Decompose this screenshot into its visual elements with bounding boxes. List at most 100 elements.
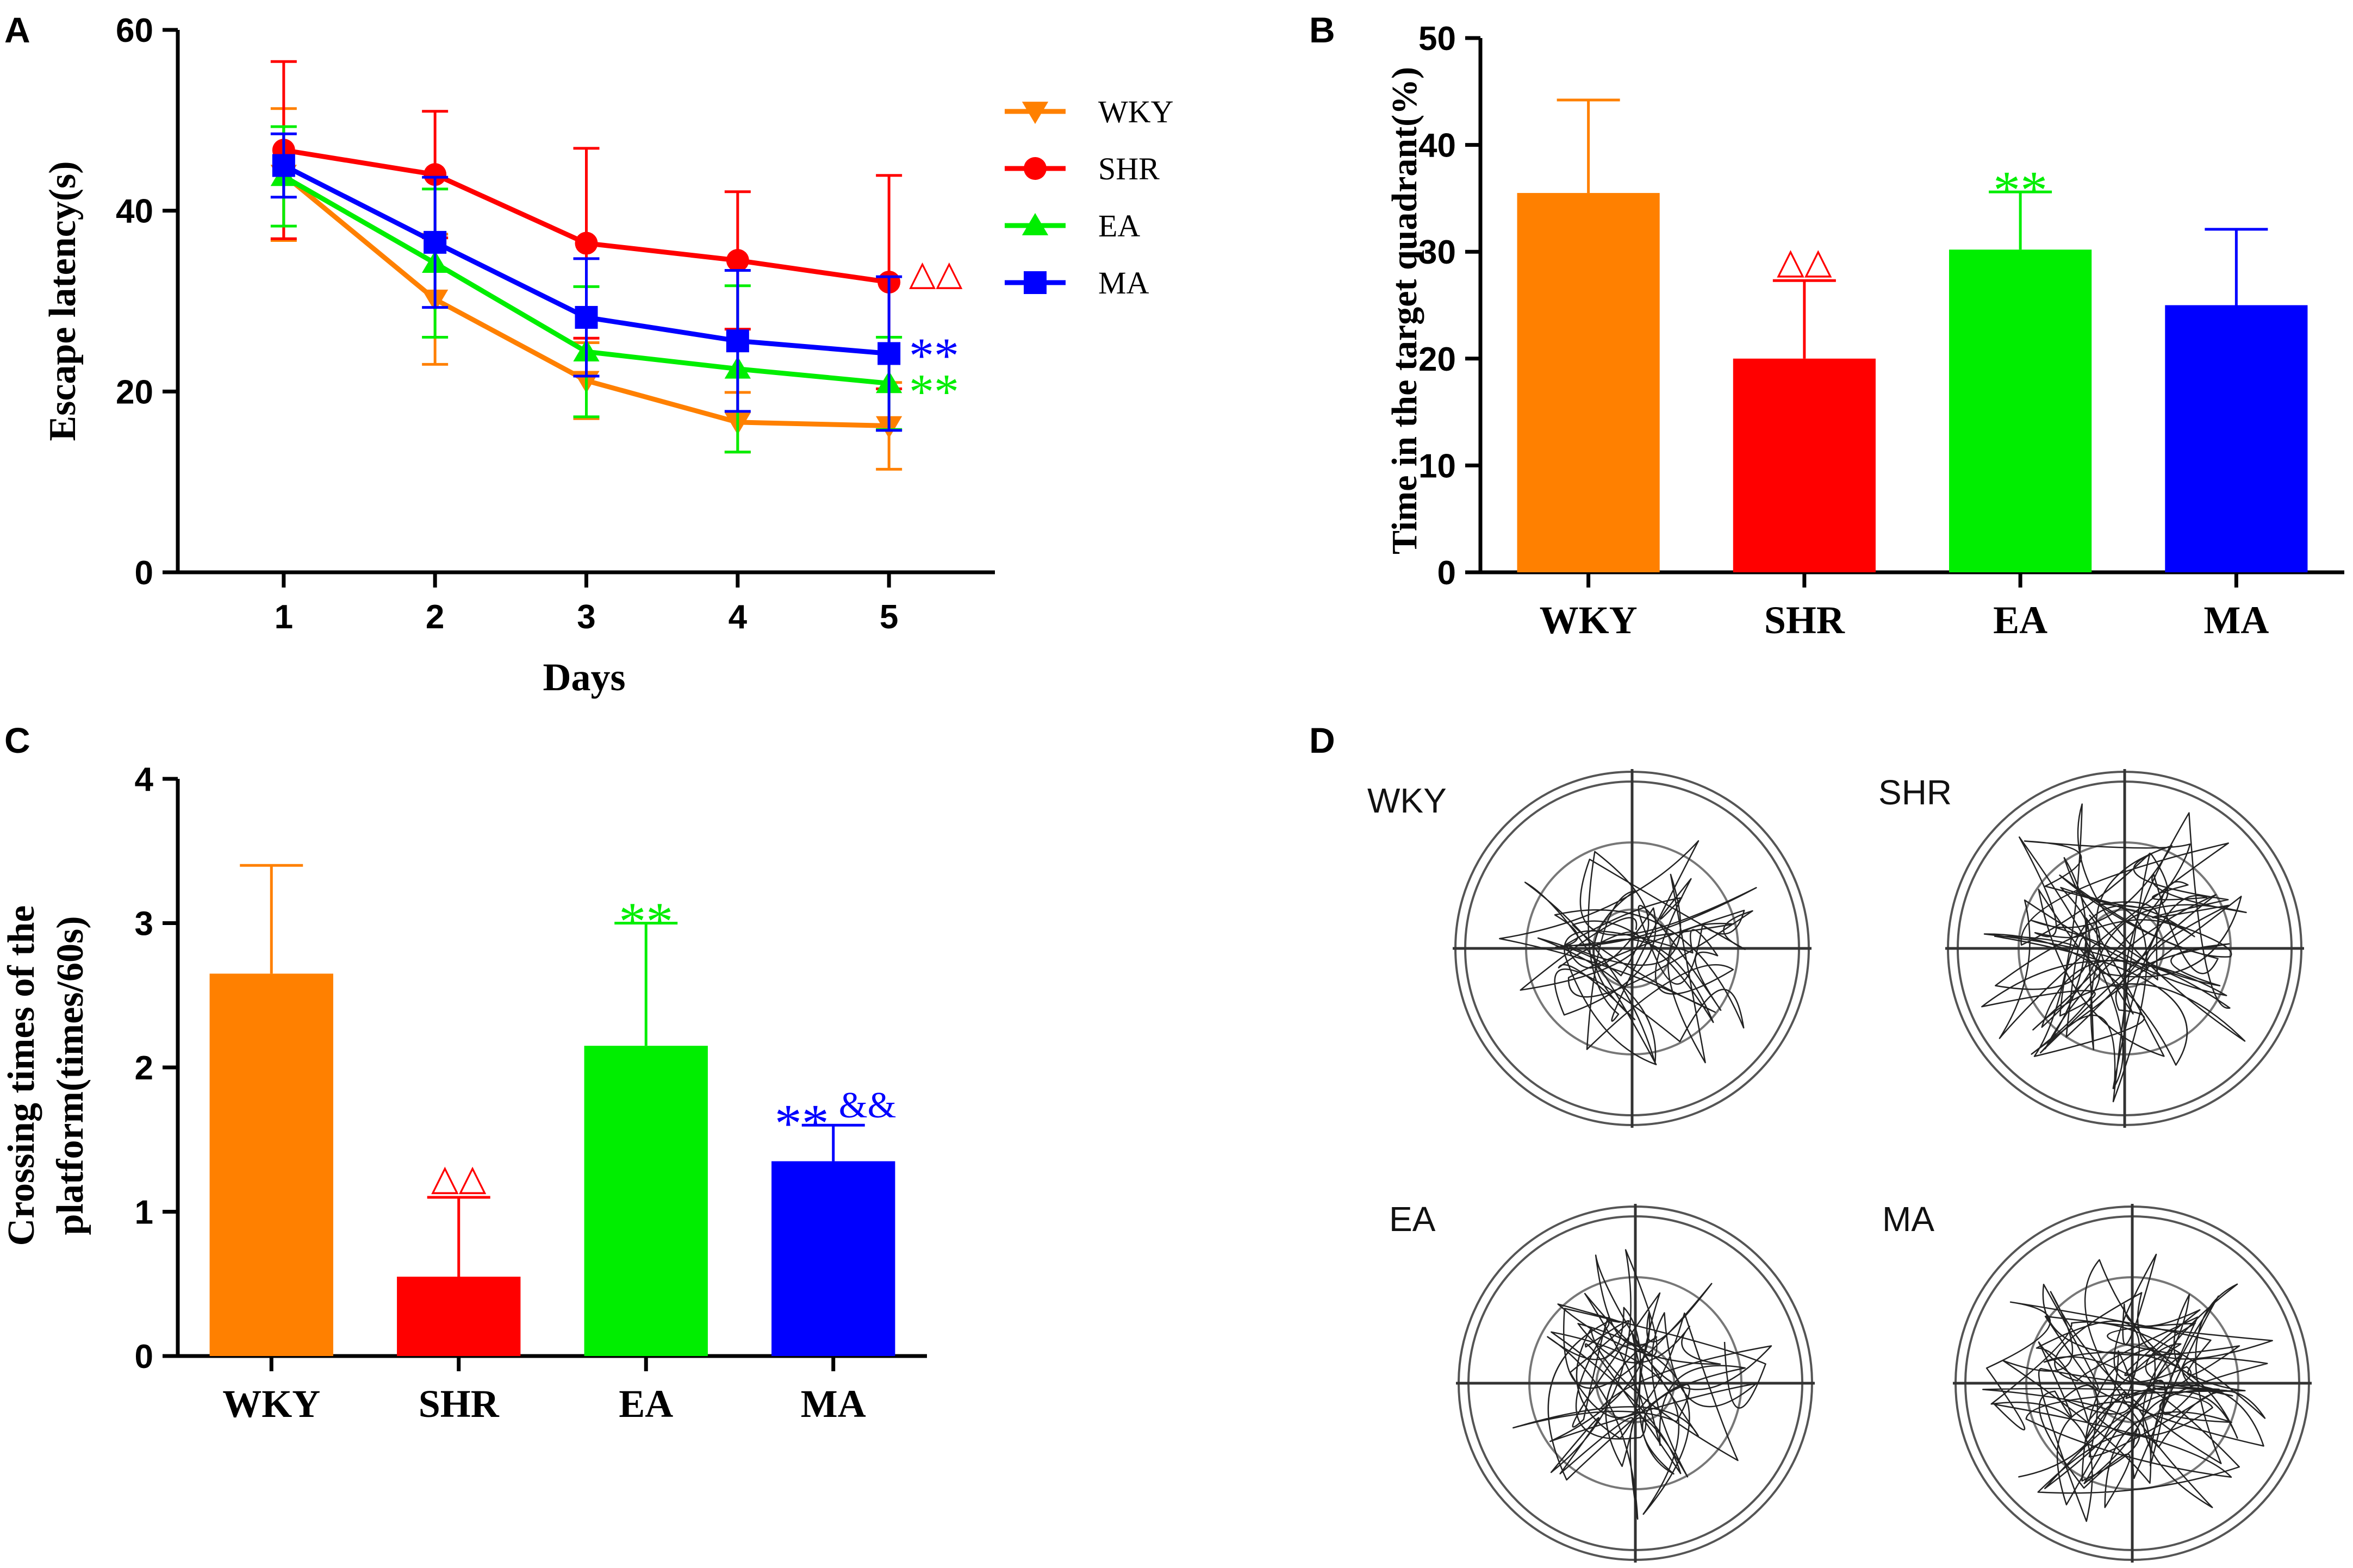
panel-d-swim-paths: WKY SHR EA MA — [1367, 769, 2312, 1563]
bar-wky — [1517, 193, 1660, 572]
data-point — [575, 232, 598, 255]
y-axis-title-line-1: Crossing times of the — [1, 905, 42, 1246]
panel-b-bar-chart: 0 10 20 30 40 50 WKY SHR EA MA △△ ** Time in the tar… — [1385, 20, 2344, 642]
y-tick-label: 4 — [135, 761, 154, 798]
data-point — [575, 305, 598, 329]
bar-group-ea — [584, 922, 708, 1356]
bar-group-ma — [2165, 228, 2308, 572]
significance-mark: ** — [775, 1093, 829, 1153]
y-tick-label: 40 — [1418, 127, 1456, 165]
panel-a-line-chart: 0 20 40 60 1 2 3 4 5 Days Escape latency(s) WKY SHR E… — [42, 12, 1174, 699]
data-point — [726, 329, 749, 353]
y-tick-label: 2 — [135, 1050, 153, 1087]
x-tick-label: SHR — [1764, 598, 1845, 642]
legend-marker — [1022, 213, 1049, 235]
y-axis-title: Time in the target quadrant(%) — [1385, 67, 1424, 554]
swim-label-wky: WKY — [1367, 781, 1447, 820]
y-tick-label: 3 — [135, 905, 153, 943]
significance-mark: ** — [909, 364, 959, 420]
legend-marker — [1024, 157, 1047, 180]
panel-letter-c: C — [4, 720, 30, 760]
panel-letter-b: B — [1309, 10, 1335, 50]
x-tick-label: SHR — [419, 1382, 500, 1426]
swim-label-shr: SHR — [1878, 773, 1952, 812]
legend-label: SHR — [1098, 151, 1160, 186]
swim-label-ea: EA — [1389, 1200, 1436, 1239]
data-point — [726, 249, 749, 272]
bar-group-shr — [1733, 279, 1876, 572]
x-tick-label: EA — [619, 1382, 673, 1426]
y-axis-title-line-2: platform(times/60s) — [49, 916, 91, 1235]
data-point — [877, 342, 901, 365]
bar-group-ma — [771, 1123, 895, 1356]
bar-shr — [397, 1276, 521, 1356]
series-ma — [270, 132, 902, 432]
bar-ea — [584, 1046, 708, 1356]
data-point — [424, 230, 447, 254]
y-tick-label: 60 — [116, 12, 153, 49]
data-point — [272, 154, 295, 177]
significance-mark: && — [839, 1084, 897, 1126]
legend-label: EA — [1098, 208, 1140, 243]
swim-path-ma — [1953, 1204, 2312, 1563]
legend-marker — [1022, 102, 1049, 124]
legend-entry-shr: SHR — [1005, 151, 1160, 186]
bar-ma — [771, 1161, 895, 1356]
legend-label: MA — [1098, 265, 1149, 301]
y-tick-label: 50 — [1418, 20, 1456, 58]
significance-mark: ** — [909, 328, 959, 383]
x-tick-label: 2 — [426, 598, 444, 636]
swim-trajectory — [1512, 1249, 1772, 1520]
significance-mark: ** — [619, 891, 673, 952]
swim-trajectory — [1982, 1253, 2273, 1522]
y-tick-label: 0 — [135, 554, 153, 592]
significance-mark: △△ — [909, 253, 963, 292]
y-tick-label: 20 — [1418, 341, 1456, 378]
data-point — [424, 163, 447, 186]
x-tick-label: MA — [801, 1382, 866, 1426]
x-tick-label: MA — [2203, 598, 2269, 642]
y-tick-label: 10 — [1418, 447, 1456, 485]
swim-path-wky — [1453, 769, 1812, 1128]
legend-label: WKY — [1098, 94, 1174, 129]
y-tick-label: 0 — [135, 1338, 153, 1376]
x-tick-label: 3 — [577, 598, 595, 636]
x-tick-label: 5 — [880, 598, 898, 636]
legend-entry-ma: MA — [1005, 265, 1149, 301]
y-tick-label: 1 — [135, 1194, 153, 1232]
legend-marker — [1024, 271, 1047, 294]
panel-letter-a: A — [4, 10, 30, 50]
swim-path-ea — [1456, 1204, 1815, 1563]
significance-mark: ** — [1993, 160, 2047, 220]
y-tick-label: 30 — [1418, 234, 1456, 271]
bar-group-wky — [209, 864, 333, 1356]
y-tick-label: 0 — [1437, 554, 1456, 592]
y-axis-title: Escape latency(s) — [42, 161, 84, 441]
y-tick-label: 40 — [116, 193, 153, 230]
bar-group-shr — [397, 1196, 521, 1356]
bar-wky — [209, 973, 333, 1356]
x-axis-title: Days — [543, 655, 625, 699]
panel-letter-d: D — [1309, 720, 1335, 760]
legend-entry-ea: EA — [1005, 208, 1140, 243]
swim-path-shr — [1945, 769, 2304, 1128]
swim-trajectory — [1499, 840, 1757, 1065]
significance-mark: △△ — [431, 1157, 487, 1197]
bar-group-wky — [1517, 98, 1660, 572]
significance-mark: △△ — [1777, 240, 1832, 280]
swim-label-ma: MA — [1882, 1200, 1934, 1239]
legend-entry-wky: WKY — [1005, 94, 1174, 129]
x-tick-label: WKY — [1540, 598, 1638, 642]
x-tick-label: 1 — [275, 598, 293, 636]
y-tick-label: 20 — [116, 373, 153, 411]
x-tick-label: 4 — [729, 598, 748, 636]
x-tick-label: WKY — [222, 1382, 320, 1426]
x-tick-label: EA — [1993, 598, 2047, 642]
bar-ea — [1949, 249, 2092, 572]
bar-ma — [2165, 305, 2308, 572]
bar-group-ea — [1949, 190, 2092, 572]
swim-trajectory — [1981, 803, 2247, 1103]
bar-shr — [1733, 358, 1876, 572]
